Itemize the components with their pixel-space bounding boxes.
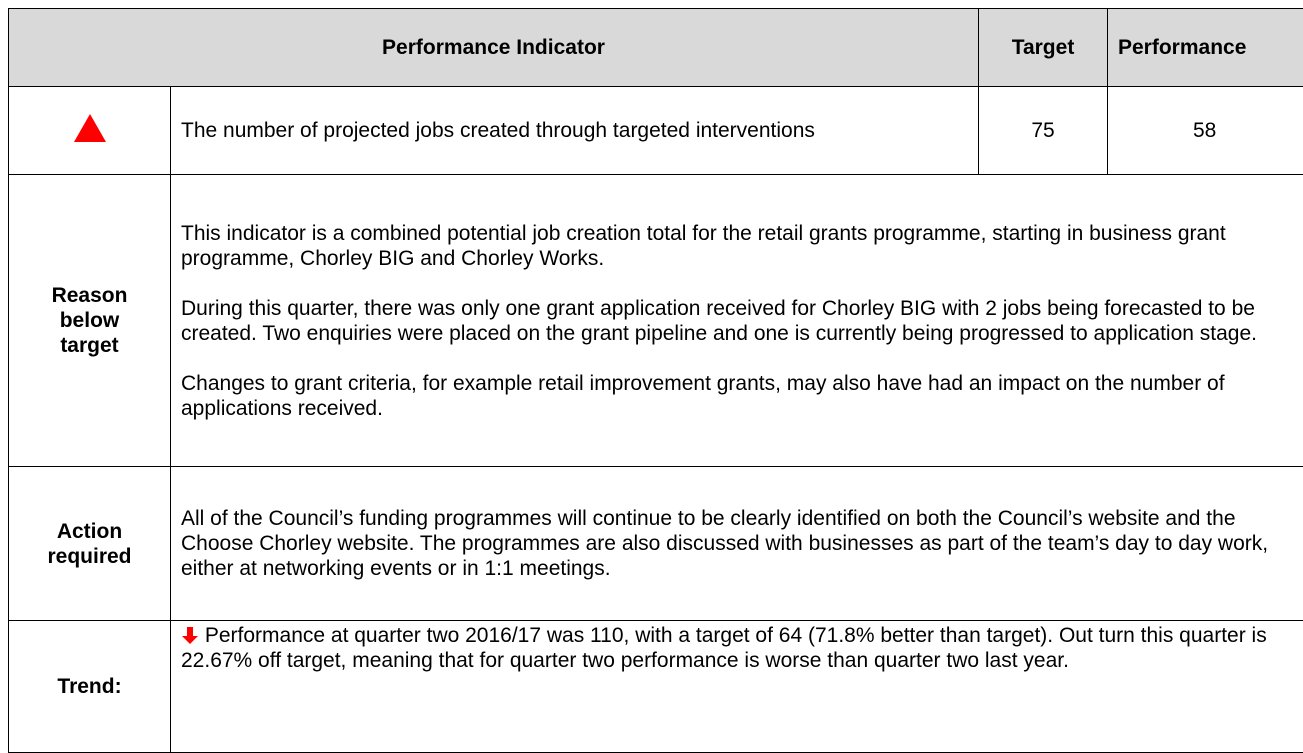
section-label: Action required [8, 466, 171, 621]
red-down-arrow [182, 627, 198, 644]
header-cell: Target [978, 8, 1108, 87]
header-row: Performance Indicator Target Performance [8, 8, 1303, 87]
section-label: Trend: [8, 620, 171, 753]
trend-row: Trend: Performance at quarter two 2016/1… [8, 620, 1303, 753]
section-text: This indicator is a combined potential j… [170, 174, 1303, 467]
red-triangle [73, 113, 106, 142]
paragraph: Changes to grant criteria, for example r… [181, 371, 1225, 420]
header-cell: Performance [1107, 8, 1303, 87]
section-text: Performance at quarter two 2016/17 was 1… [170, 620, 1303, 753]
performance-table: Performance Indicator Target Performance… [8, 8, 1303, 753]
paragraph: All of the Council’s funding programmes … [181, 507, 1269, 580]
trend-text: Performance at quarter two 2016/17 was 1… [181, 624, 1267, 672]
paragraph: During this quarter, there was only one … [181, 296, 1257, 345]
indicator-row: The number of projected jobs created thr… [8, 86, 1303, 175]
reason-row: Reason below target This indicator is a … [8, 174, 1303, 467]
header-cell: Performance Indicator [8, 8, 979, 87]
paragraph: This indicator is a combined potential j… [181, 221, 1226, 270]
target-value: 75 [978, 86, 1108, 175]
status-cell [8, 86, 171, 175]
paragraph: Performance at quarter two 2016/17 was 1… [181, 623, 1303, 673]
indicator-description: The number of projected jobs created thr… [170, 86, 979, 175]
performance-value: 58 [1107, 86, 1303, 175]
section-label: Reason below target [8, 174, 171, 467]
action-row: Action required All of the Council’s fun… [8, 466, 1303, 621]
section-text: All of the Council’s funding programmes … [170, 466, 1303, 621]
